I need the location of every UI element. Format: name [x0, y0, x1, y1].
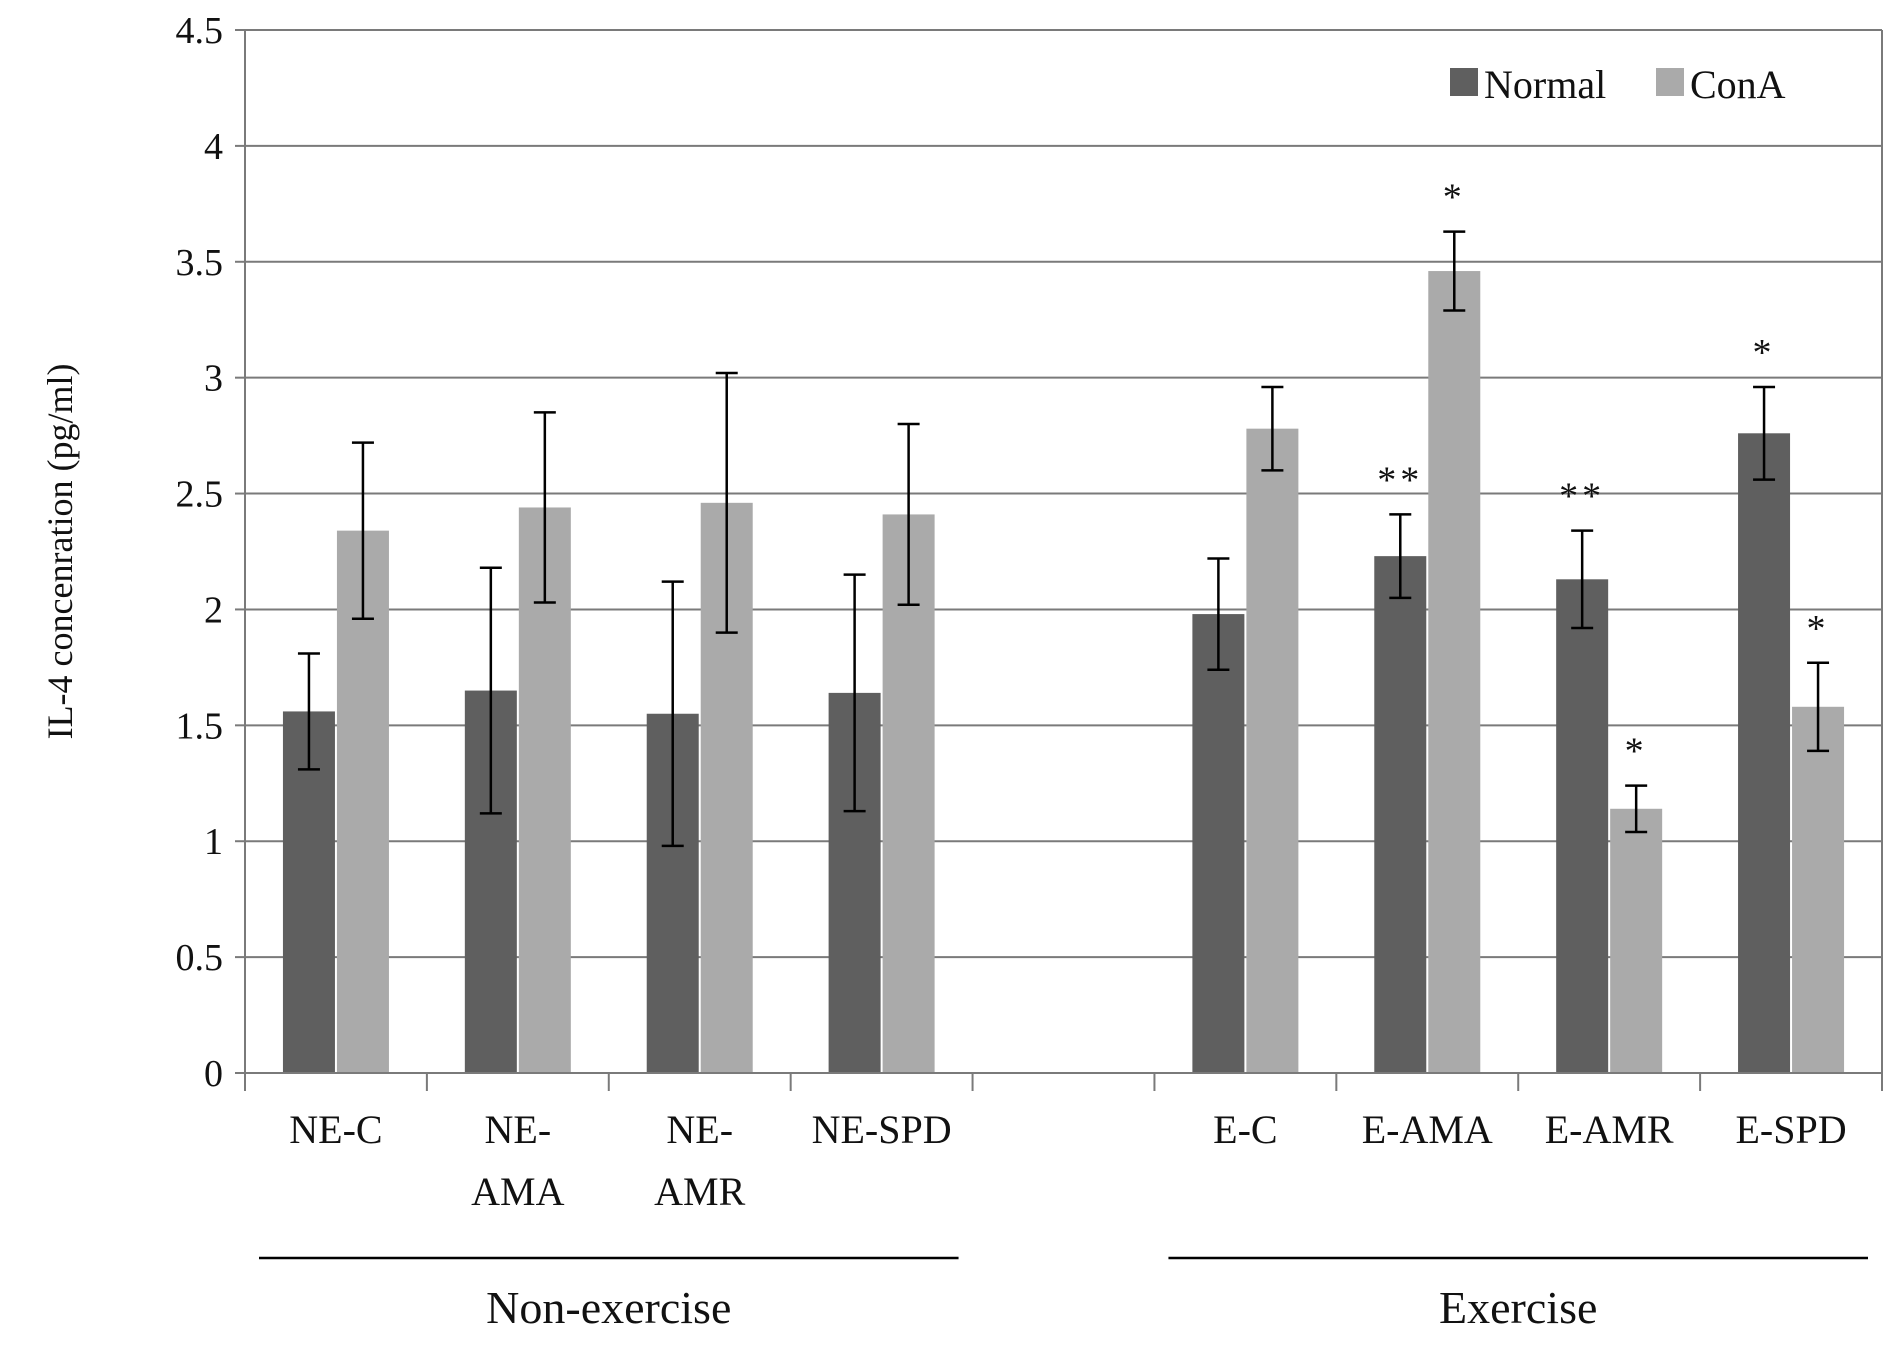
- x-category-label: NE-C: [289, 1107, 382, 1152]
- legend: Normal ConA: [1450, 62, 1786, 107]
- y-tick-label: 2: [204, 589, 223, 631]
- x-category-label: AMA: [471, 1169, 564, 1214]
- significance-marker: *: [1443, 177, 1466, 219]
- legend-swatch-normal: [1450, 68, 1478, 96]
- y-axis-label: IL-4 concenration (pg/ml): [40, 364, 80, 740]
- axes: [235, 29, 1883, 1260]
- bars: [282, 271, 1845, 1073]
- x-category-label: E-AMA: [1362, 1107, 1493, 1152]
- bar-normal: [1374, 556, 1427, 1073]
- bar-cona: [1792, 706, 1845, 1073]
- y-tick-label: 1: [204, 821, 223, 863]
- y-tick-label: 4: [204, 126, 223, 168]
- y-tick-label: 0.5: [176, 937, 224, 979]
- labels: 0 0.5 1 1.5 2 2.5 3 3.5 4 4.5 IL-4 concenration (p…: [40, 10, 1847, 1333]
- y-tick-label: 2.5: [176, 474, 224, 516]
- bar-cona: [1246, 428, 1299, 1073]
- bar-cona: [1428, 271, 1481, 1073]
- bar-cona: [882, 514, 935, 1073]
- x-category-label: NE-SPD: [812, 1107, 952, 1152]
- x-category-label: AMR: [654, 1169, 745, 1214]
- x-category-label: E-C: [1213, 1107, 1277, 1152]
- significance-marker: **: [1377, 459, 1423, 501]
- bar-normal: [282, 711, 335, 1073]
- bar-normal: [1556, 579, 1609, 1073]
- group-label: Non-exercise: [486, 1282, 731, 1333]
- x-category-label: E-SPD: [1735, 1107, 1846, 1152]
- y-tick-label: 1.5: [176, 705, 224, 747]
- error-bars: [297, 230, 1830, 848]
- legend-label-normal: Normal: [1484, 62, 1606, 107]
- group-label: Exercise: [1439, 1282, 1597, 1333]
- bar-cona: [336, 530, 389, 1073]
- bar-normal: [1192, 614, 1245, 1073]
- y-tick-label: 4.5: [176, 10, 224, 52]
- y-tick-label: 3.5: [176, 242, 224, 284]
- x-category-label: NE-: [485, 1107, 552, 1152]
- significance-marker: *: [1807, 608, 1830, 650]
- bar-cona: [1610, 808, 1663, 1073]
- legend-label-cona: ConA: [1690, 62, 1786, 107]
- x-category-label: E-AMR: [1545, 1107, 1674, 1152]
- x-category-label: NE-: [666, 1107, 733, 1152]
- legend-swatch-cona: [1656, 68, 1684, 96]
- significance-marker: *: [1753, 332, 1776, 374]
- significance-marker: *: [1625, 731, 1648, 773]
- y-tick-label: 3: [204, 358, 223, 400]
- bar-normal: [1738, 433, 1791, 1073]
- significance-marker: **: [1559, 476, 1605, 518]
- y-tick-label: 0: [204, 1053, 223, 1095]
